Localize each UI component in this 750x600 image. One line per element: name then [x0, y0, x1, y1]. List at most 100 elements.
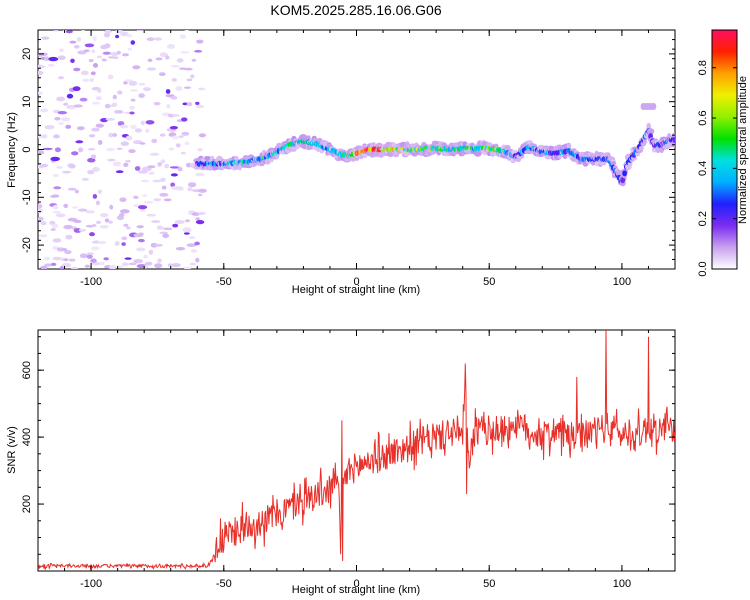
spectrogram-noise-cell-320 [180, 51, 190, 54]
spectrogram-noise-cell-213 [129, 105, 135, 110]
spectrogram-noise-cell-270 [154, 25, 163, 28]
spectrogram-noise-cell-25 [50, 262, 57, 266]
spectrogram-noise-cell-271 [159, 231, 168, 234]
spectrogram-noise-cell-90 [75, 140, 84, 144]
spectrogram-noise-cell-190 [123, 223, 129, 227]
spectrogram-noise-cell-140 [95, 123, 105, 128]
spectrogram-noise-cell-165 [105, 118, 116, 121]
spectrogram-noise-cell-10 [40, 265, 48, 269]
spectrogram-noise-cell-13 [40, 163, 49, 168]
spectrogram-noise-cell-83 [68, 106, 76, 110]
spectrogram-noise-cell-362 [200, 26, 206, 29]
spectrogram-noise-cell-192 [119, 197, 127, 202]
spectrogram-noise-cell-43 [54, 147, 62, 153]
colorbar-tick-label-0: 0.0 [697, 261, 709, 276]
spectrogram-xlabel: Height of straight line (km) [292, 284, 420, 296]
spectrogram-noise-cell-115 [87, 157, 96, 163]
spectrogram-noise-cell-41 [52, 173, 59, 178]
spectrogram-halo-246 [306, 145, 315, 150]
spectrogram-noise-cell-236 [138, 93, 145, 98]
spectrogram-noise-cell-300 [172, 135, 179, 140]
spectrogram-noise-cell-14 [41, 134, 48, 139]
spectrogram-noise-cell-55 [56, 96, 65, 102]
spectrogram-noise-cell-187 [121, 262, 129, 267]
spectrogram-noise-cell-12 [40, 221, 47, 226]
spectrogram-noise-cell-156 [104, 43, 111, 49]
spectrogram-noise-cell-128 [90, 154, 97, 159]
spectrogram-noise-cell-304 [171, 78, 177, 82]
spectrogram-halo-933 [627, 161, 633, 167]
spectrogram-noise-cell-120 [84, 43, 95, 48]
spectrogram-noise-cell-119 [88, 59, 94, 63]
spectrogram-noise-cell-324 [182, 227, 192, 233]
spectrogram-noise-cell-181 [116, 147, 123, 150]
spectrogram-noise-cell-58 [59, 48, 64, 53]
spectrogram-noise-cell-175 [110, 52, 119, 57]
spectrogram-xtick-label-0: -100 [80, 276, 102, 288]
spectrogram-noise-cell-350 [194, 50, 203, 53]
spectrogram-halo-801 [566, 143, 572, 149]
spectrogram-noise-cell-149 [101, 58, 108, 62]
spectrogram-noise-cell-288 [170, 182, 176, 188]
spectrogram-noise-cell-361 [196, 39, 204, 44]
spectrogram-noise-cell-162 [107, 158, 116, 162]
spectrogram-noise-cell-31 [47, 63, 55, 67]
spectrogram-halo-984 [651, 147, 657, 153]
snr-xtick-label-4: 100 [613, 578, 631, 590]
spectrogram-noise-cell-221 [133, 195, 139, 199]
spectrogram-noise-cell-212 [129, 111, 135, 115]
spectrogram-noise-cell-19 [41, 36, 50, 40]
spectrogram-noise-cell-23 [44, 125, 55, 130]
spectrogram-noise-cell-354 [197, 193, 203, 197]
spectrogram-noise-cell-65 [63, 102, 69, 106]
spectrogram-noise-cell-273 [161, 185, 167, 190]
spectrogram-noise-cell-295 [171, 263, 181, 268]
spectrogram-noise-cell-254 [147, 58, 153, 62]
spectrogram-halo-606 [473, 150, 482, 157]
spectrogram-noise-cell-313 [175, 86, 183, 91]
spectrogram-noise-cell-360 [198, 87, 206, 91]
snr-xtick-label-0: -100 [80, 578, 102, 590]
spectrogram-noise-cell-184 [117, 90, 123, 95]
spectrogram-noise-cell-139 [97, 140, 103, 145]
spectrogram-halo-756 [544, 154, 553, 160]
spectrogram-noise-cell-253 [146, 67, 157, 71]
spectrogram-noise-cell-36 [51, 223, 59, 229]
spectrogram-noise-cell-345 [195, 217, 200, 221]
spectrogram-noise-cell-282 [164, 164, 170, 169]
spectrogram-noise-cell-109 [86, 254, 93, 259]
spectrogram-noise-cell-161 [109, 204, 114, 210]
spectrogram-noise-cell-284 [166, 104, 171, 109]
spectrogram-noise-cell-176 [115, 34, 120, 39]
spectrogram-noise-cell-357 [197, 148, 203, 152]
spectrogram-noise-cell-351 [193, 25, 199, 30]
spectrogram-noise-cell-61 [61, 248, 68, 252]
snr-series-line [38, 330, 675, 571]
spectrogram-noise-cell-208 [128, 262, 137, 266]
spectrogram-noise-cell-67 [64, 250, 72, 255]
spectrogram-noise-cell-330 [183, 86, 192, 89]
spectrogram-noise-cell-141 [96, 96, 102, 101]
spectrogram-ridge-cell-919 [620, 177, 626, 184]
spectrogram-noise-cell-57 [57, 55, 66, 60]
spectrogram-noise-cell-310 [175, 143, 181, 148]
spectrogram-noise-cell-331 [186, 78, 193, 82]
spectrogram-noise-cell-82 [71, 151, 79, 156]
spectrogram-noise-cell-337 [188, 236, 196, 239]
spectrogram-noise-cell-198 [122, 53, 129, 57]
spectrogram-noise-cell-335 [190, 249, 197, 253]
spectrogram-noise-cell-248 [146, 213, 157, 217]
spectrogram-xtick-label-3: 50 [483, 276, 495, 288]
spectrogram-noise-cell-301 [169, 126, 178, 130]
spectrogram-noise-cell-325 [184, 219, 191, 223]
spectrogram-noise-cell-74 [65, 30, 73, 34]
spectrogram-noise-cell-358 [198, 133, 206, 138]
spectrogram-noise-cell-353 [197, 211, 206, 216]
snr-frame [37, 329, 676, 572]
colorbar-tick-label-2: 0.4 [697, 161, 709, 176]
spectrogram-noise-cell-267 [153, 102, 161, 106]
spectrogram-noise-cell-133 [92, 63, 99, 68]
spectrogram-noise-cell-38 [52, 204, 59, 210]
